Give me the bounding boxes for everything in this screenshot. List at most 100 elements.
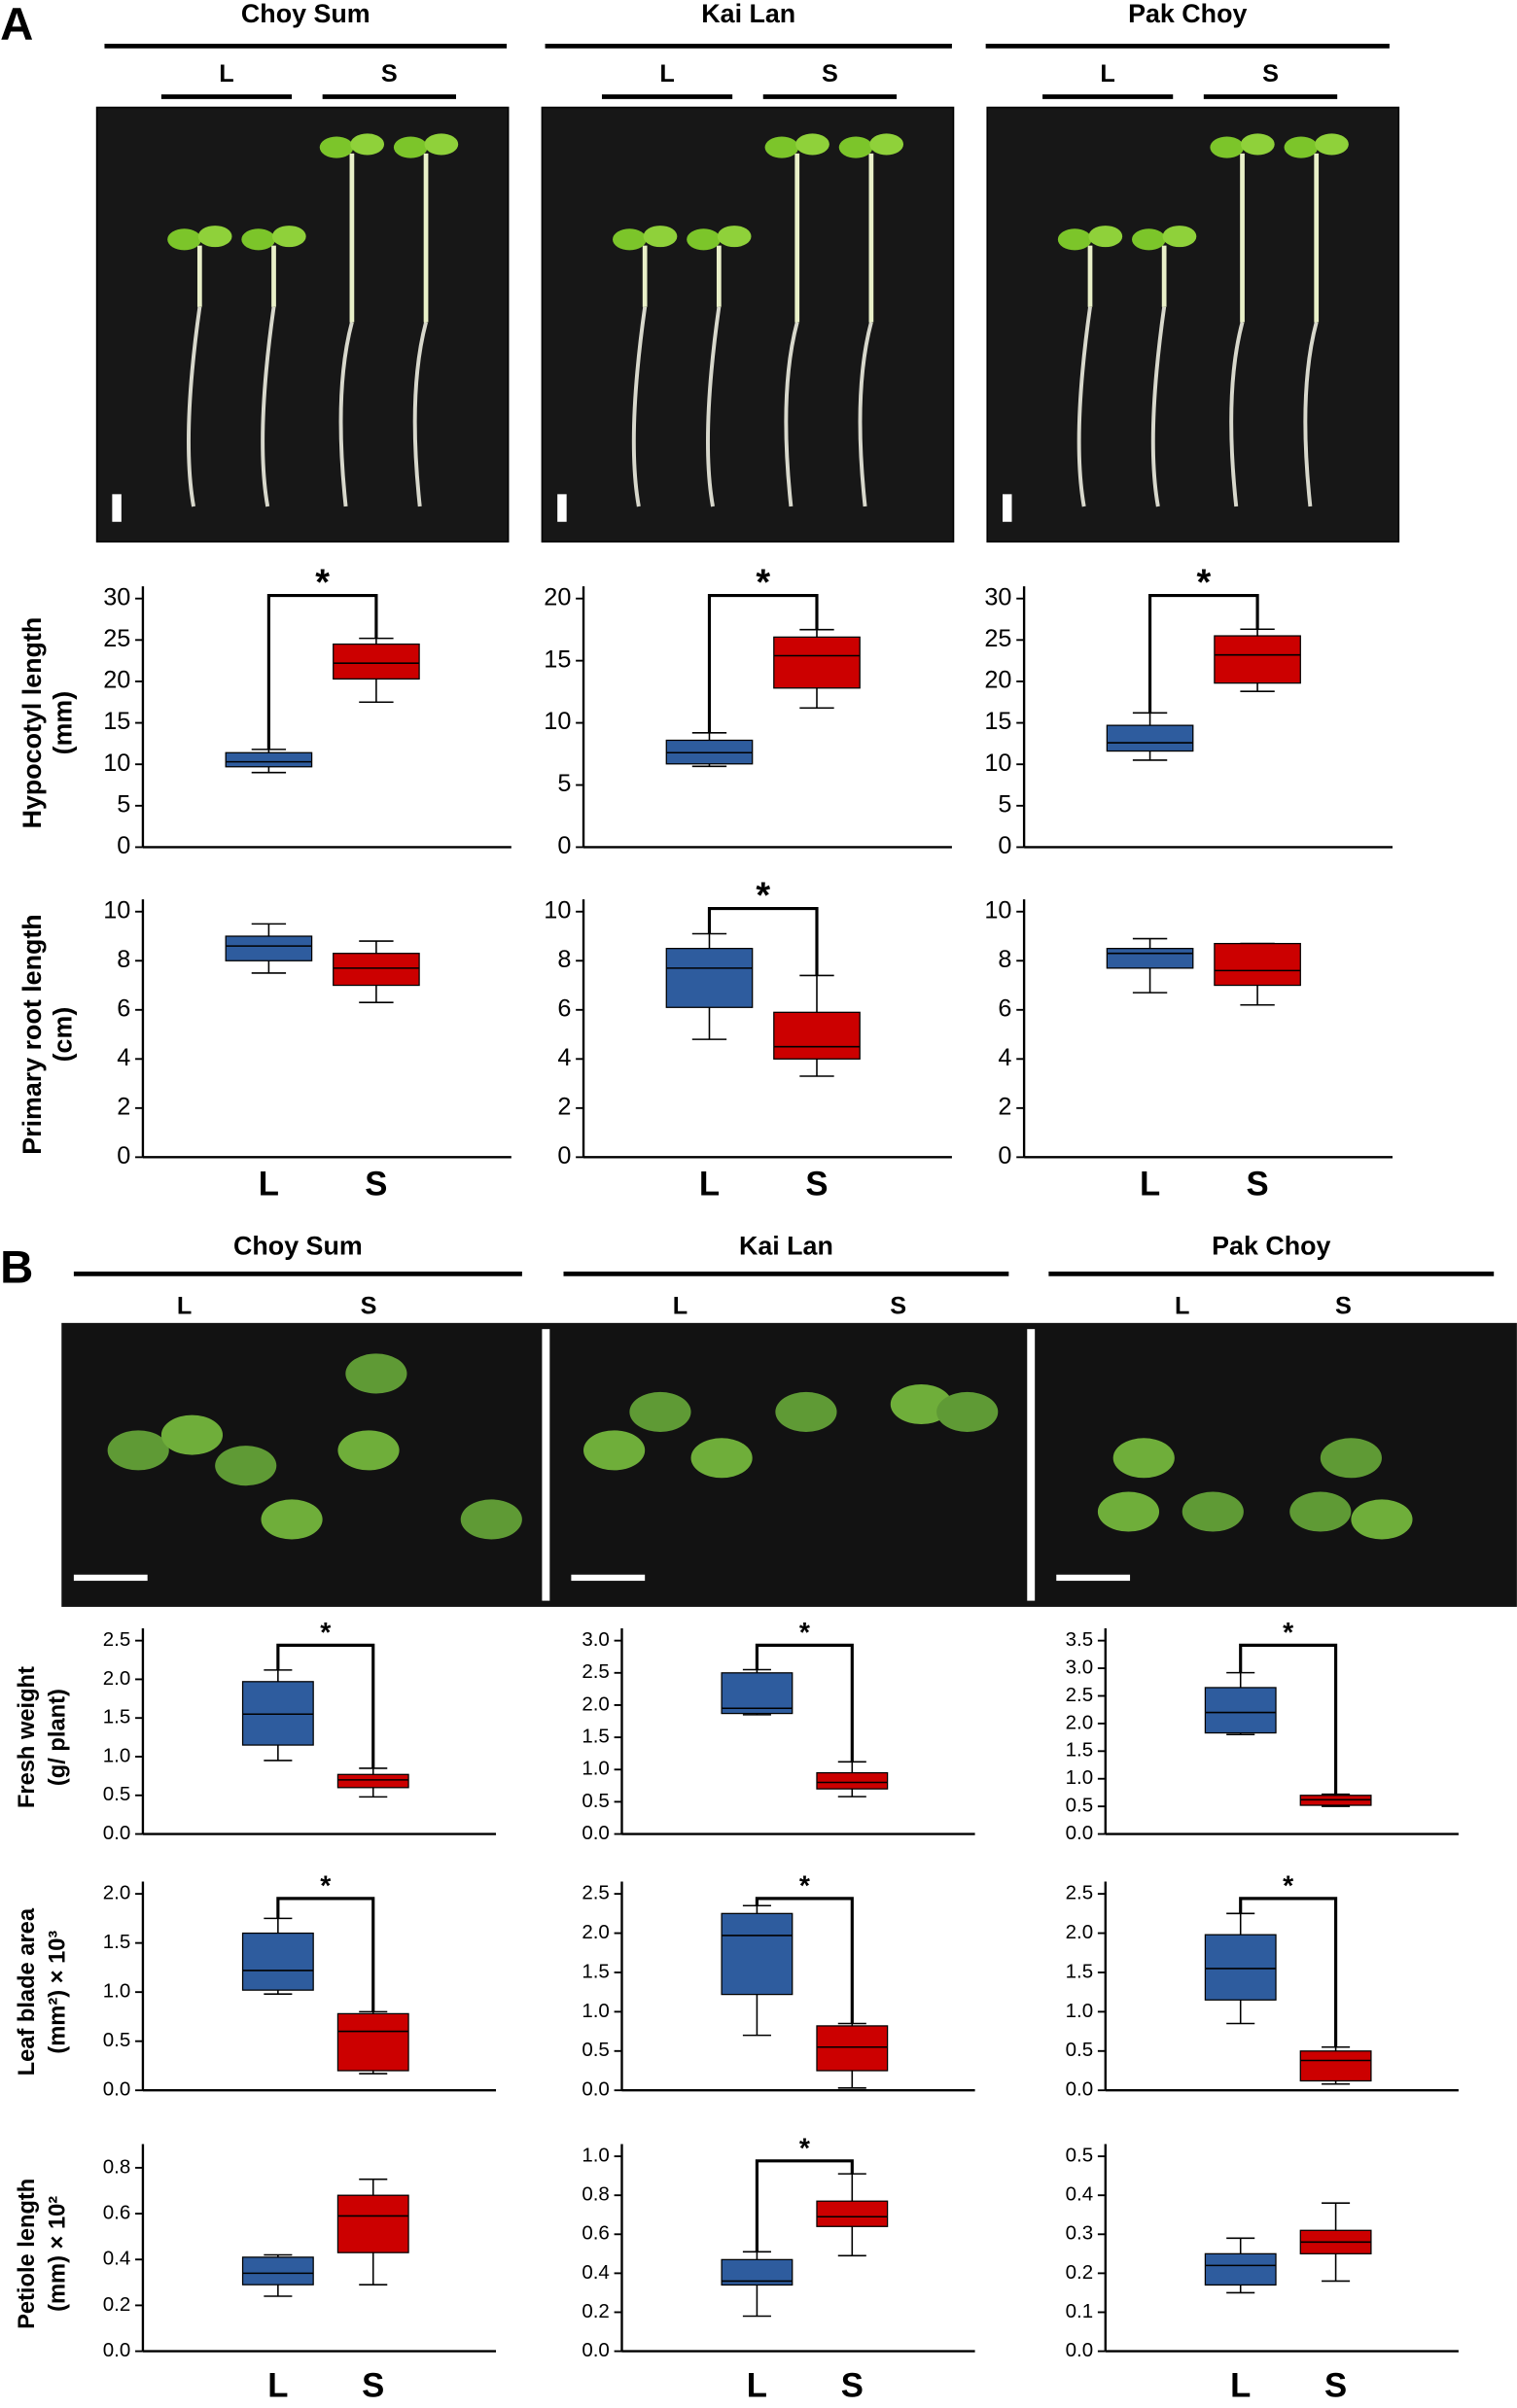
y-tick-label: 1.5 [103, 1706, 131, 1728]
y-tick-label: 0.5 [582, 2039, 610, 2061]
y-tick-label: 1.0 [1066, 1766, 1094, 1789]
significance-bracket [276, 1643, 375, 1768]
scale-bar [571, 1574, 646, 1582]
seedling-leaf [350, 133, 385, 156]
y-tick-label: 1.0 [103, 1744, 131, 1766]
leaf [775, 1391, 837, 1432]
significance-bracket [707, 593, 819, 733]
y-tick-label: 15 [984, 708, 1011, 735]
box [333, 953, 420, 987]
seedling-leaf [1240, 133, 1275, 156]
seedling-root [338, 322, 354, 507]
y-tick-label: 0.0 [582, 2339, 610, 2361]
y-tick-label: 2 [117, 1094, 130, 1121]
y-tick-label: 1.0 [582, 2000, 610, 2022]
y-tick-label: 2.5 [103, 1628, 131, 1651]
x-tick-label: S [841, 2368, 864, 2405]
seedling-leaf [167, 228, 201, 251]
x-tick-label: S [362, 2368, 384, 2405]
leaf [890, 1383, 952, 1425]
group-label: L [1100, 60, 1114, 87]
y-tick-label: 1.5 [582, 1726, 610, 1748]
photo-divider [542, 1329, 550, 1601]
box [225, 751, 313, 768]
y-tick-label: 20 [103, 667, 130, 694]
leaf [629, 1391, 691, 1432]
y-tick-label: 10 [984, 896, 1011, 924]
significance-bracket [755, 1897, 854, 2024]
y-tick-label: 6 [557, 995, 571, 1022]
y-tick-label: 8 [557, 946, 571, 973]
species-title: Pak Choy [1128, 0, 1247, 28]
box [241, 2256, 314, 2286]
y-tick-label: 0.5 [1066, 1795, 1094, 1817]
significance-bracket [755, 2159, 854, 2252]
seedling-leaf [424, 133, 459, 156]
panel-label: B [0, 1242, 33, 1294]
x-tick-label: L [1230, 2368, 1251, 2405]
y-tick-label: 0 [117, 1142, 130, 1169]
box [336, 2012, 409, 2072]
box [1106, 724, 1194, 752]
box [816, 1771, 889, 1790]
leaf [1289, 1491, 1352, 1532]
y-tick-label: 4 [557, 1044, 571, 1071]
y-tick-label: 0.5 [582, 1790, 610, 1812]
leaf [107, 1430, 169, 1471]
y-axis-label: Leaf blade area [15, 1907, 40, 2076]
group-label: S [1262, 60, 1279, 87]
box [1106, 948, 1194, 969]
y-tick-label: 0.5 [103, 2029, 131, 2051]
y-tick-label: 1.5 [1066, 1739, 1094, 1762]
y-tick-label: 25 [984, 625, 1011, 652]
y-tick-label: 1.5 [582, 1960, 610, 1982]
group-label: L [1175, 1293, 1189, 1320]
y-tick-label: 0.3 [1066, 2222, 1094, 2245]
y-tick-label: 1.0 [582, 1758, 610, 1780]
y-axis-label: (mm) × 10² [45, 2196, 70, 2312]
photo [986, 106, 1400, 543]
y-tick-label: 10 [544, 708, 571, 735]
x-tick-label: S [365, 1167, 387, 1204]
y-tick-label: 30 [103, 583, 130, 611]
group-label: L [659, 60, 674, 87]
significance-bracket [266, 593, 378, 750]
y-tick-label: 6 [117, 995, 130, 1022]
group-label: S [361, 1293, 377, 1320]
y-tick-label: 8 [117, 946, 130, 973]
seedling-root [187, 306, 202, 507]
significance-mark: * [756, 876, 770, 917]
seedling-root [631, 306, 648, 507]
box [773, 1011, 861, 1060]
group-label: L [673, 1293, 688, 1320]
group-label: S [381, 60, 398, 87]
y-tick-label: 0 [998, 1142, 1011, 1169]
y-tick-label: 0.2 [103, 2293, 131, 2316]
y-tick-label: 3.5 [1066, 1628, 1094, 1651]
seedling-leaf [271, 226, 306, 248]
leaf [261, 1499, 323, 1540]
y-tick-label: 0.4 [582, 2261, 610, 2284]
seedling-leaf [1088, 226, 1123, 248]
group-label: S [890, 1293, 906, 1320]
y-tick-label: 15 [544, 646, 571, 673]
y-tick-label: 0.8 [103, 2155, 131, 2178]
y-tick-label: 1.5 [103, 1931, 131, 1953]
significance-bracket [276, 1897, 375, 2012]
seedling-leaf [869, 133, 904, 156]
seedling-root [1303, 322, 1319, 507]
box [816, 2025, 889, 2072]
y-tick-label: 3.0 [582, 1628, 610, 1651]
y-tick-label: 10 [103, 896, 130, 924]
box [241, 1681, 314, 1746]
y-tick-label: 2.0 [582, 1921, 610, 1943]
significance-mark: * [1283, 1618, 1294, 1649]
box [333, 643, 420, 681]
box [1214, 635, 1301, 684]
y-tick-label: 2 [998, 1094, 1011, 1121]
seedling-leaf [319, 136, 354, 158]
seedling-leaf [643, 226, 678, 248]
box [1204, 1934, 1277, 2001]
significance-bracket [1239, 1643, 1338, 1795]
significance-mark: * [320, 1618, 332, 1649]
